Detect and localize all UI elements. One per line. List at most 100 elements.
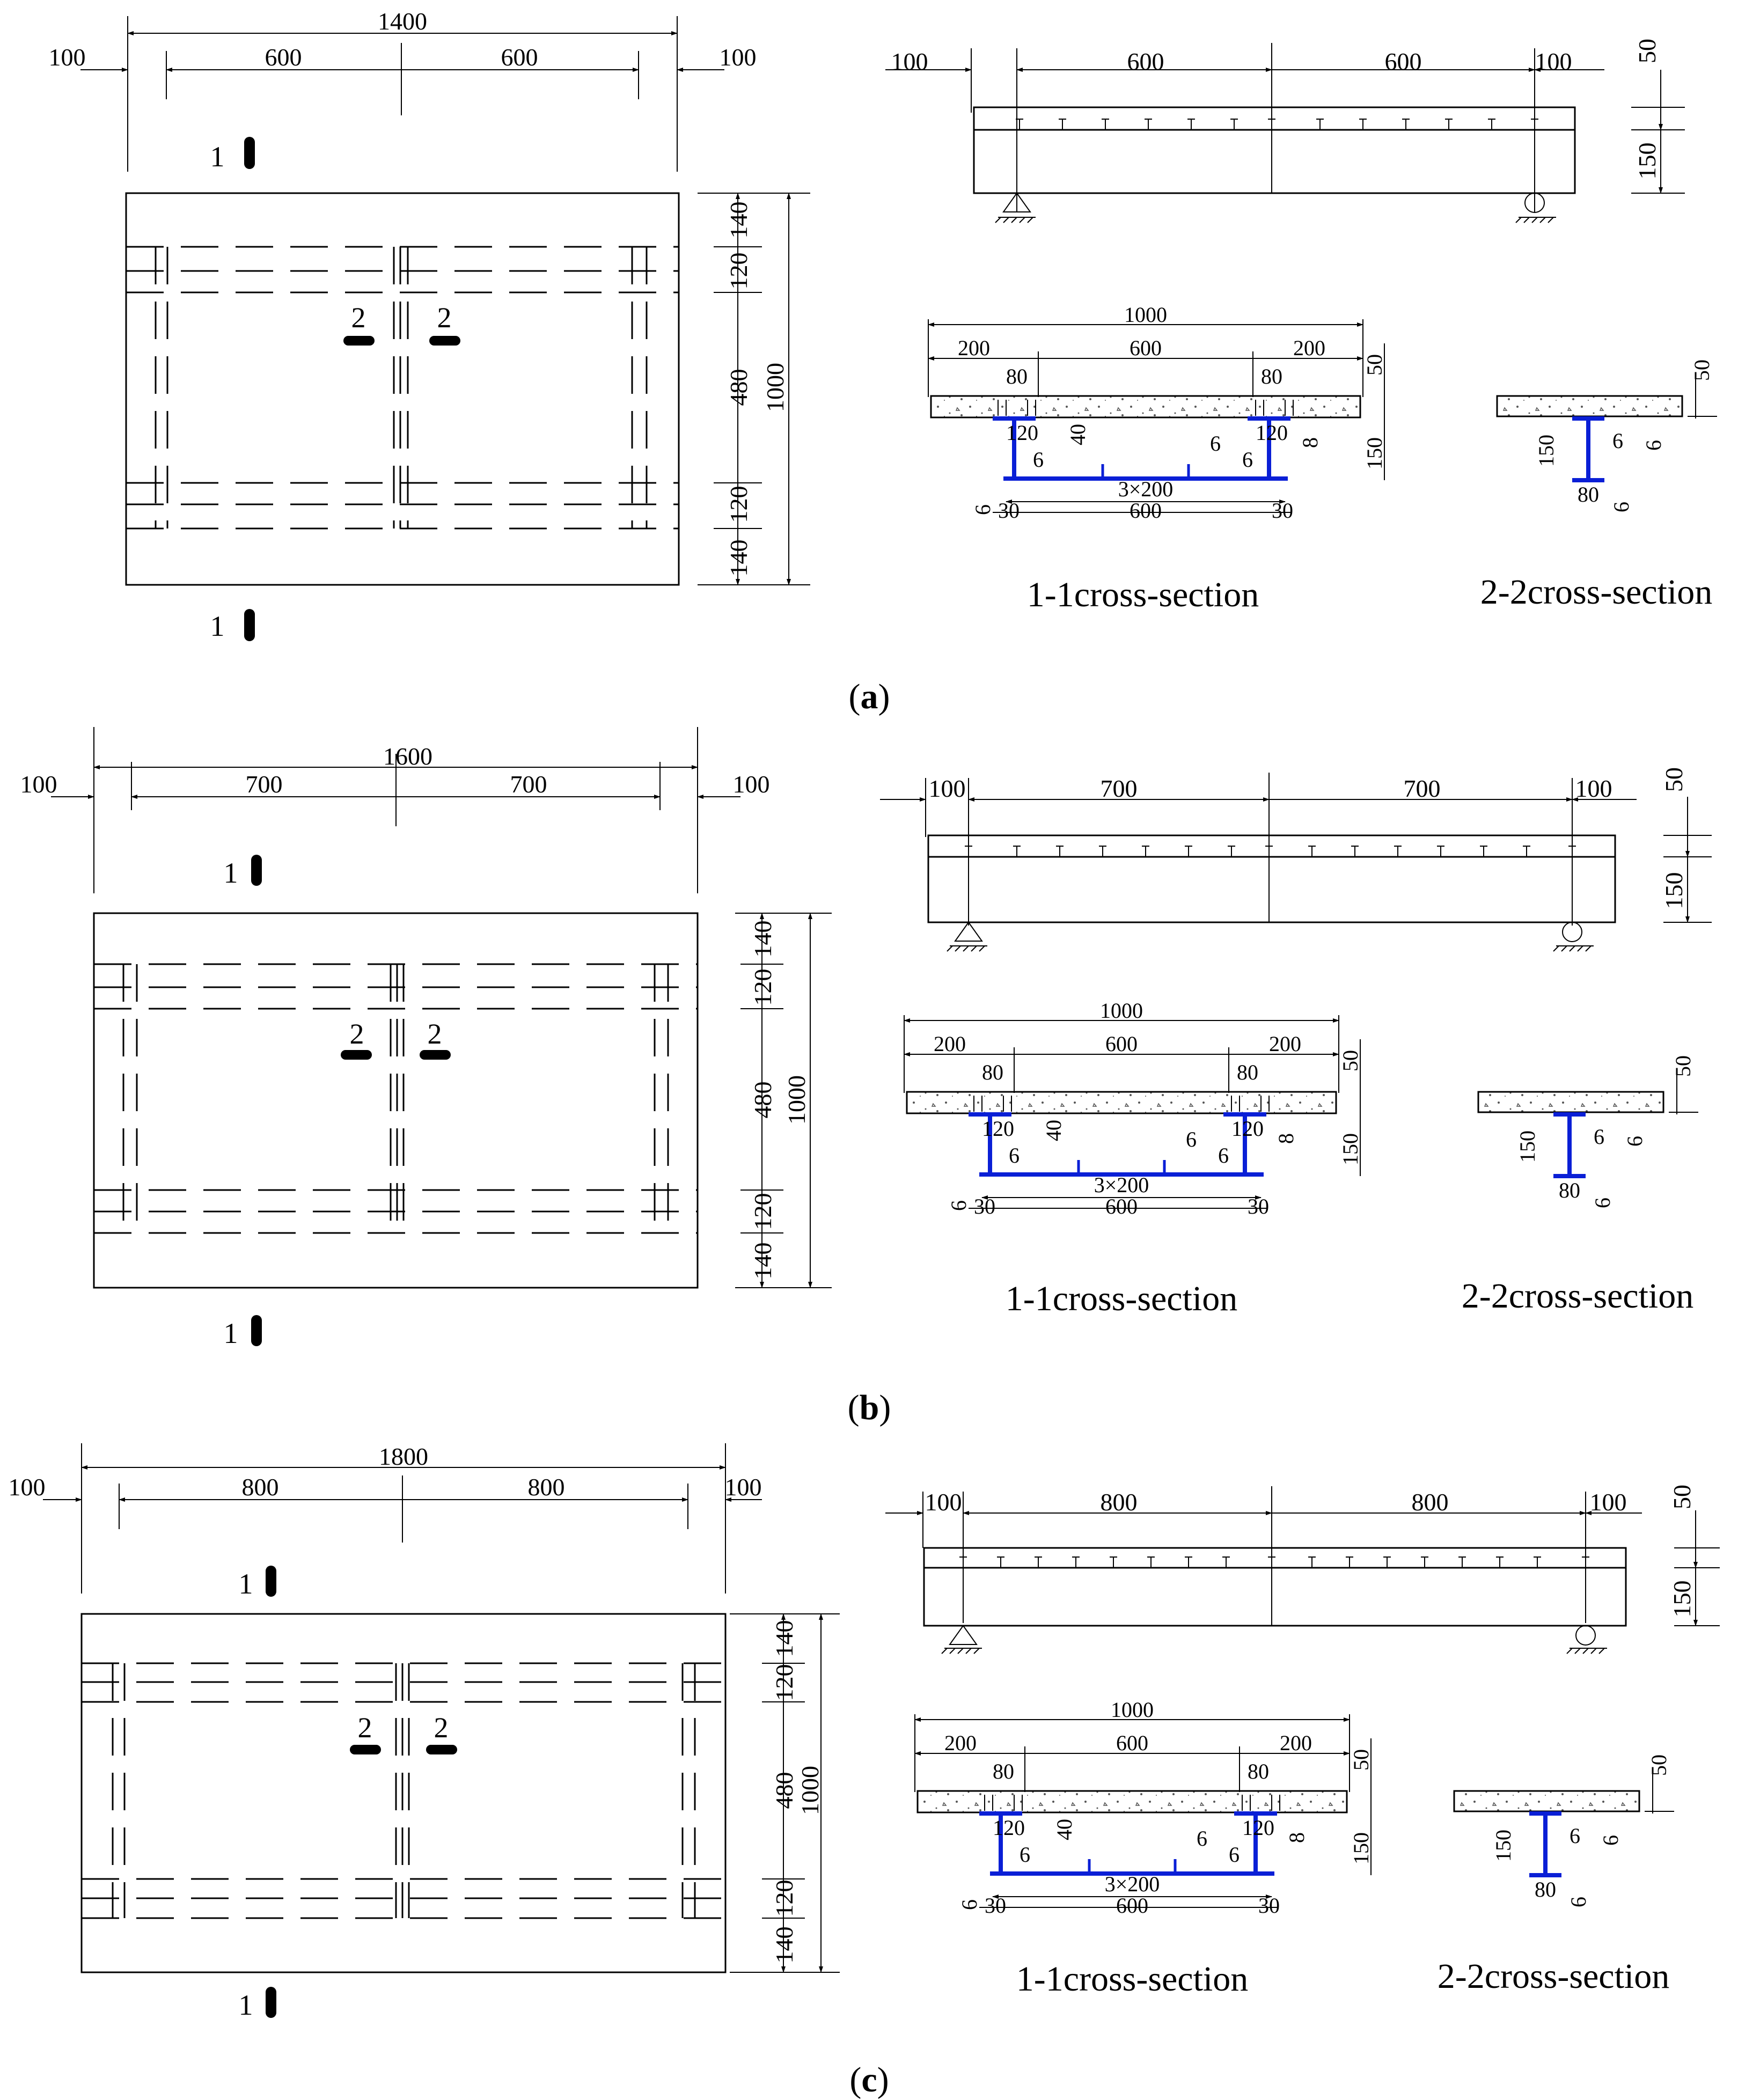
s11-middle: 600: [1130, 336, 1162, 360]
s22-flange-w: 80: [1559, 1178, 1580, 1202]
s22-title: 2-2cross-section: [1462, 1276, 1694, 1316]
plan-left-overhang: 100: [49, 43, 86, 71]
s11-middle: 600: [1116, 1731, 1148, 1755]
elev-left-span: 700: [1101, 775, 1138, 802]
plan-right-overhang: 100: [720, 43, 757, 71]
plan-section-mark-1-top: 1: [239, 1568, 253, 1600]
plan-edge-bottom: 140: [771, 1927, 798, 1964]
s22-slab: 50: [1671, 1055, 1695, 1077]
section-1-1: 1000 200 600 200 80 80 120 120 40 6 6 6 …: [928, 303, 1387, 614]
s11-rib-spacing: 3×200: [1118, 477, 1174, 501]
plan-left-overhang: 100: [9, 1473, 46, 1501]
s11-web-t-right: 6: [1229, 1842, 1240, 1867]
s11-web-height-left: 120: [982, 1117, 1014, 1141]
elev-steel: 150: [1668, 1581, 1696, 1618]
plan-right-span: 600: [501, 43, 538, 71]
s22-web: 6: [1594, 1125, 1604, 1149]
plan-girder-bottom: 120: [725, 486, 752, 523]
plan-total-span: 1600: [383, 743, 432, 770]
plan-girder-top: 120: [725, 253, 752, 290]
s11-flange-left: 80: [982, 1060, 1003, 1084]
s22-title: 2-2cross-section: [1480, 572, 1713, 612]
s11-left-edge: 200: [934, 1032, 966, 1056]
s11-slab-width: 1000: [1100, 998, 1143, 1023]
s11-web-t-right: 6: [1218, 1143, 1229, 1168]
plan-section-mark-2-left: 2: [350, 1018, 364, 1050]
s11-web-height-left: 120: [1006, 421, 1038, 445]
plan-width: 1000: [761, 363, 789, 412]
s11-steel: 150: [1362, 437, 1387, 469]
s11-bottom-t: 6: [957, 1899, 981, 1910]
s11-web-t-mid: 6: [1186, 1127, 1197, 1151]
panel-a: 1400 600 600 100 100 1 1: [49, 8, 1717, 716]
elev-steel: 150: [1633, 143, 1661, 180]
plan-view: 1600 700 700 100 100 1 1 2 2: [20, 727, 832, 1349]
plan-total-span: 1400: [378, 8, 427, 35]
s22-web: 6: [1570, 1824, 1580, 1848]
plan-view: 1400 600 600 100 100 1 1: [49, 8, 810, 642]
s11-web-height-right: 120: [1242, 1816, 1274, 1840]
s22-flange-t: 6: [1641, 440, 1666, 451]
s11-flange-left: 80: [993, 1759, 1014, 1783]
elev-right-overhang: 100: [1535, 48, 1572, 75]
s11-bottom-t: 6: [947, 1200, 971, 1211]
s11-stiffener: 40: [1042, 1120, 1066, 1141]
caption-b: b: [860, 1388, 879, 1427]
s22-height: 150: [1515, 1130, 1539, 1163]
s22-web: 6: [1612, 429, 1623, 453]
shear-studs: [959, 1556, 1589, 1568]
s11-steel: 150: [1349, 1832, 1373, 1864]
s11-stiffener: 40: [1052, 1819, 1076, 1840]
plan-girder-top: 120: [749, 969, 776, 1006]
s11-bottom-left: 30: [974, 1194, 995, 1218]
plan-total-span: 1800: [379, 1443, 428, 1470]
plan-section-mark-1-top: 1: [224, 857, 238, 889]
plan-width: 1000: [796, 1766, 824, 1815]
s22-flange-t2: 6: [1590, 1198, 1615, 1208]
s11-web-t-mid: 6: [1197, 1826, 1207, 1851]
svg-text:(b): (b): [848, 1388, 891, 1427]
s22-height: 150: [1534, 435, 1558, 467]
s22-slab: 50: [1690, 359, 1714, 381]
s11-stiffener: 40: [1066, 424, 1090, 445]
elev-right-span: 600: [1385, 48, 1422, 75]
elev-left-overhang: 100: [925, 1488, 962, 1516]
s11-flange-right: 80: [1261, 364, 1282, 388]
elev-left-overhang: 100: [929, 775, 966, 802]
s11-bottom-t: 6: [971, 504, 995, 515]
elevation-view: 100 700 700 100: [880, 767, 1712, 952]
s11-web-height-left: 120: [993, 1816, 1025, 1840]
plan-right-overhang: 100: [725, 1473, 762, 1501]
caption-a: a: [861, 677, 878, 716]
s22-flange-t2: 6: [1566, 1897, 1590, 1907]
plan-middle: 480: [749, 1082, 776, 1119]
elevation-view: 100 600 600 100: [885, 39, 1685, 223]
plan-section-mark-2-right: 2: [428, 1018, 442, 1050]
s11-web-height-right: 120: [1256, 421, 1288, 445]
s11-flange-t: 8: [1285, 1832, 1309, 1843]
elev-slab: 50: [1668, 1485, 1696, 1509]
elev-right-span: 700: [1404, 775, 1441, 802]
s11-middle: 600: [1105, 1032, 1138, 1056]
section-2-2: 50 150 6 6 6 80 2-2cross-section: [1480, 359, 1717, 612]
elev-left-span: 600: [1127, 48, 1164, 75]
s11-web-t-right: 6: [1242, 447, 1253, 472]
section-1-1: 1000 200 600 200 80 80 120 120 40 6 6 6 …: [904, 998, 1362, 1318]
s11-slab-width: 1000: [1111, 1698, 1154, 1722]
elev-right-overhang: 100: [1590, 1488, 1627, 1516]
s11-bottom-right: 30: [1272, 498, 1293, 523]
plan-section-mark-1-bottom: 1: [224, 1317, 238, 1349]
caption-c: c: [861, 2060, 877, 2099]
shear-studs: [1016, 119, 1538, 130]
plan-girder-top: 120: [771, 1664, 798, 1701]
s22-flange-w: 80: [1578, 482, 1599, 506]
elev-left-span: 800: [1101, 1488, 1138, 1516]
s11-title: 1-1cross-section: [1006, 1279, 1238, 1318]
plan-girder-bottom: 120: [749, 1193, 776, 1230]
plan-right-overhang: 100: [733, 770, 770, 798]
s11-flange-left: 80: [1006, 364, 1028, 388]
elev-slab: 50: [1633, 39, 1661, 63]
elev-slab: 50: [1660, 767, 1688, 792]
svg-text:(a): (a): [849, 677, 890, 716]
